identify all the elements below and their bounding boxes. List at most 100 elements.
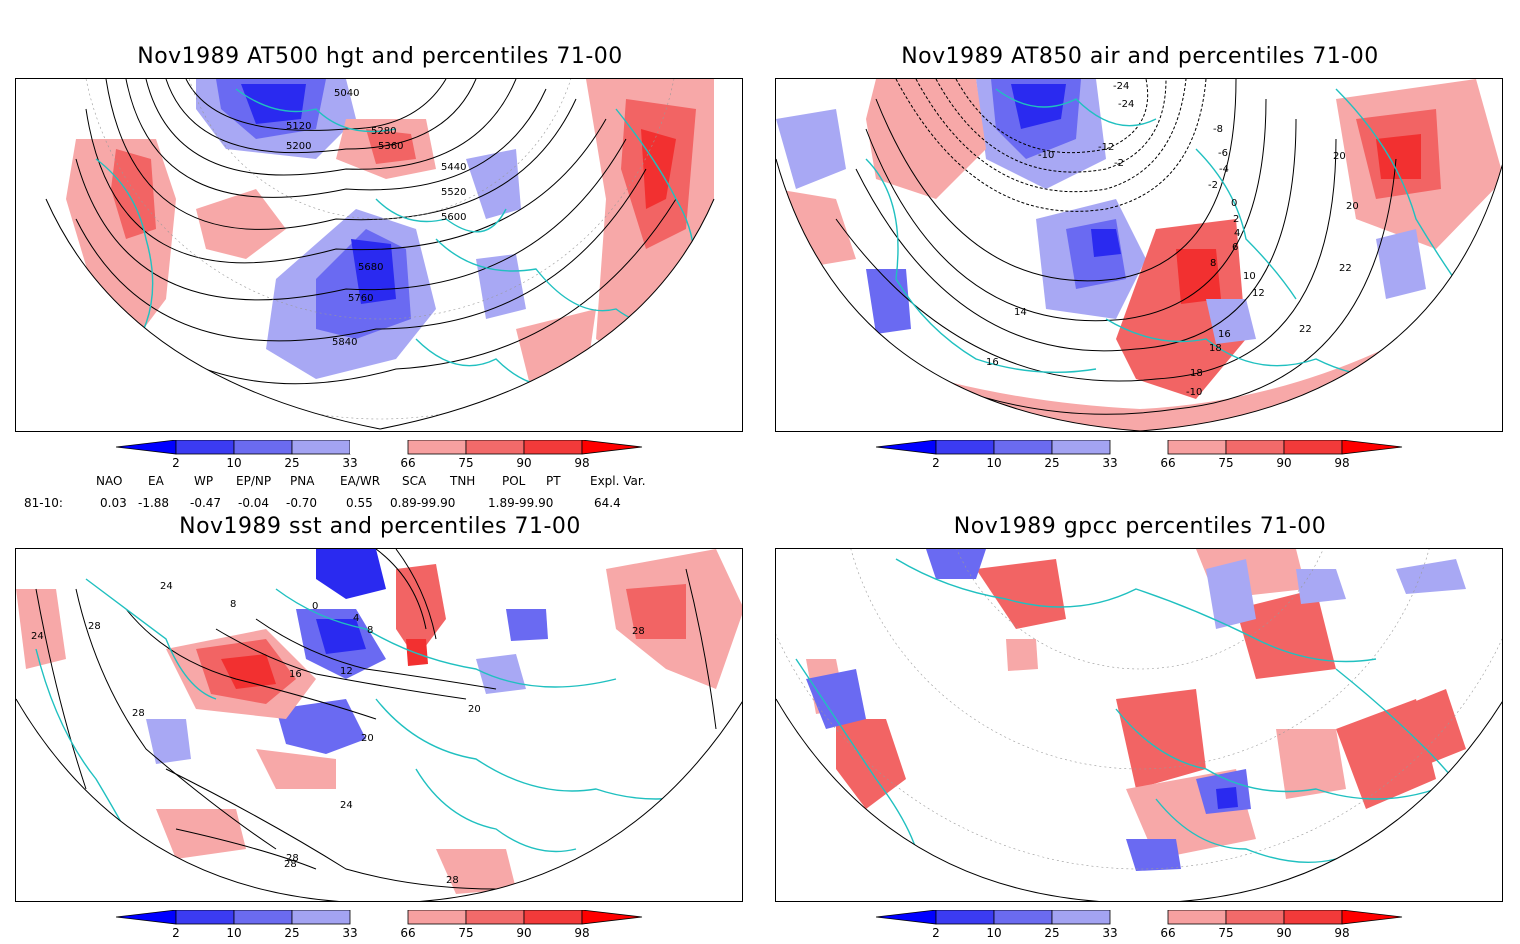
map-air850-svg: -24 -24 -10 -8 -6 -4 -2 0 2 4 6 8 10 12 … [776, 79, 1502, 431]
colorbar-tick: 98 [574, 456, 590, 470]
contour-label: -4 [1219, 164, 1229, 175]
contour-label: 16 [986, 357, 999, 368]
contour-label: 20 [361, 733, 374, 744]
contour-label: 5520 [441, 187, 466, 198]
contour-label: 5680 [358, 262, 383, 273]
contour-label: -6 [1218, 148, 1228, 159]
contour-label: 20 [1346, 201, 1359, 212]
index-value: 0.55 [346, 496, 373, 510]
contour-label: -10 [1186, 387, 1202, 398]
contour-label: 5760 [348, 293, 373, 304]
colorbar-top-right: 2 10 25 33 66 75 90 98 [876, 440, 1406, 474]
colorbar-svg [876, 910, 1403, 925]
index-header: PT [546, 474, 561, 488]
contour-label: 5200 [286, 141, 311, 152]
contour-label: 4 [1234, 228, 1240, 239]
colorbar-tick: 66 [400, 456, 416, 470]
index-header: SCA [402, 474, 427, 488]
panel-title-p3: Nov1989 sst and percentiles 71-00 [179, 514, 581, 539]
index-value: 1.89-99.90 [488, 496, 554, 510]
contour-label: 24 [340, 800, 353, 811]
colorbar-top-left: 2 10 25 33 66 75 90 98 [116, 440, 646, 474]
colorbar-tick: 75 [458, 926, 474, 940]
map-panel-sst: 24 28 24 28 8 0 4 8 12 16 20 20 24 28 28… [15, 548, 743, 902]
map-panel-air850: -24 -24 -10 -8 -6 -4 -2 0 2 4 6 8 10 12 … [775, 78, 1503, 432]
colorbar-tick: 25 [1044, 926, 1060, 940]
colorbar-tick: 75 [458, 456, 474, 470]
colorbar-tick: 75 [1218, 456, 1234, 470]
colorbar-tick: 2 [932, 926, 940, 940]
colorbar-tick: 25 [284, 456, 300, 470]
colorbar-tick: 10 [226, 926, 242, 940]
colorbar-tick: 90 [516, 926, 532, 940]
contour-label: 20 [1333, 151, 1346, 162]
index-header: EP/NP [236, 474, 272, 488]
contour-label: 16 [289, 669, 302, 680]
contour-label: 18 [1209, 343, 1222, 354]
index-value: 0.03 [100, 496, 127, 510]
index-header: Expl. Var. [590, 474, 646, 488]
contour-label: 5600 [441, 212, 466, 223]
index-value: 64.4 [594, 496, 621, 510]
contour-label: 20 [468, 704, 481, 715]
colorbar-tick: 10 [226, 456, 242, 470]
contour-label: 22 [1299, 324, 1312, 335]
contour-label: 5040 [334, 88, 359, 99]
contour-label: 5120 [286, 121, 311, 132]
contour-label: 5280 [371, 126, 396, 137]
map-panel-hgt500: 5040 5120 5200 5280 5360 5440 5520 5600 … [15, 78, 743, 432]
contour-label: -24 [1113, 81, 1129, 92]
index-header: WP [194, 474, 214, 488]
contour-label: 28 [286, 853, 299, 864]
index-header: PNA [290, 474, 315, 488]
colorbar-tick: 90 [1276, 926, 1292, 940]
panel-title-p4: Nov1989 gpcc percentiles 71-00 [953, 514, 1327, 539]
contour-label: -10 [1038, 150, 1054, 161]
contour-label: 18 [1190, 368, 1203, 379]
map-panel-gpcc [775, 548, 1503, 902]
colorbar-tick: 10 [986, 456, 1002, 470]
colorbar-tick: 66 [1160, 926, 1176, 940]
contour-label: 8 [367, 625, 373, 636]
colorbar-tick: 98 [1334, 456, 1350, 470]
colorbar-tick: 66 [400, 926, 416, 940]
contour-label: 4 [353, 613, 359, 624]
contour-label: 24 [31, 631, 44, 642]
colorbar-tick: 90 [1276, 456, 1292, 470]
contour-label: 6 [1232, 242, 1238, 253]
colorbar-svg [116, 910, 643, 925]
index-value: -1.88 [138, 496, 170, 510]
contour-label: 24 [160, 581, 173, 592]
index-header: EA [148, 474, 164, 488]
contour-label: 0 [1231, 198, 1237, 209]
colorbar-svg [116, 440, 643, 455]
contour-label: 0 [312, 601, 318, 612]
colorbar-tick: 66 [1160, 456, 1176, 470]
contour-label: -24 [1118, 99, 1134, 110]
contour-label: 12 [340, 666, 353, 677]
colorbar-tick: 33 [342, 456, 358, 470]
colorbar-bottom-right: 2 10 25 33 66 75 90 98 [876, 910, 1406, 944]
index-header: NAO [96, 474, 123, 488]
contour-label: 5440 [441, 162, 466, 173]
contour-label: -8 [1213, 124, 1223, 135]
colorbar-tick: 33 [1102, 926, 1118, 940]
index-value: 0.89-99.90 [390, 496, 456, 510]
colorbar-svg [876, 440, 1403, 455]
contour-label: 14 [1014, 307, 1027, 318]
colorbar-bottom-left: 2 10 25 33 66 75 90 98 [116, 910, 646, 944]
colorbar-tick: 2 [172, 456, 180, 470]
colorbar-tick: 25 [1044, 456, 1060, 470]
panel-title-p2: Nov1989 AT850 air and percentiles 71-00 [901, 44, 1379, 69]
contour-label: -2 [1208, 180, 1218, 191]
contour-label: -12 [1098, 142, 1114, 153]
contour-label: 22 [1339, 263, 1352, 274]
contour-label: 5840 [332, 337, 357, 348]
index-header: TNH [450, 474, 476, 488]
index-value: -0.04 [238, 496, 270, 510]
index-value: -0.47 [190, 496, 222, 510]
colorbar-tick: 2 [932, 456, 940, 470]
contour-label: 5360 [378, 141, 403, 152]
index-header: EA/WR [340, 474, 381, 488]
contour-label: 8 [230, 599, 236, 610]
